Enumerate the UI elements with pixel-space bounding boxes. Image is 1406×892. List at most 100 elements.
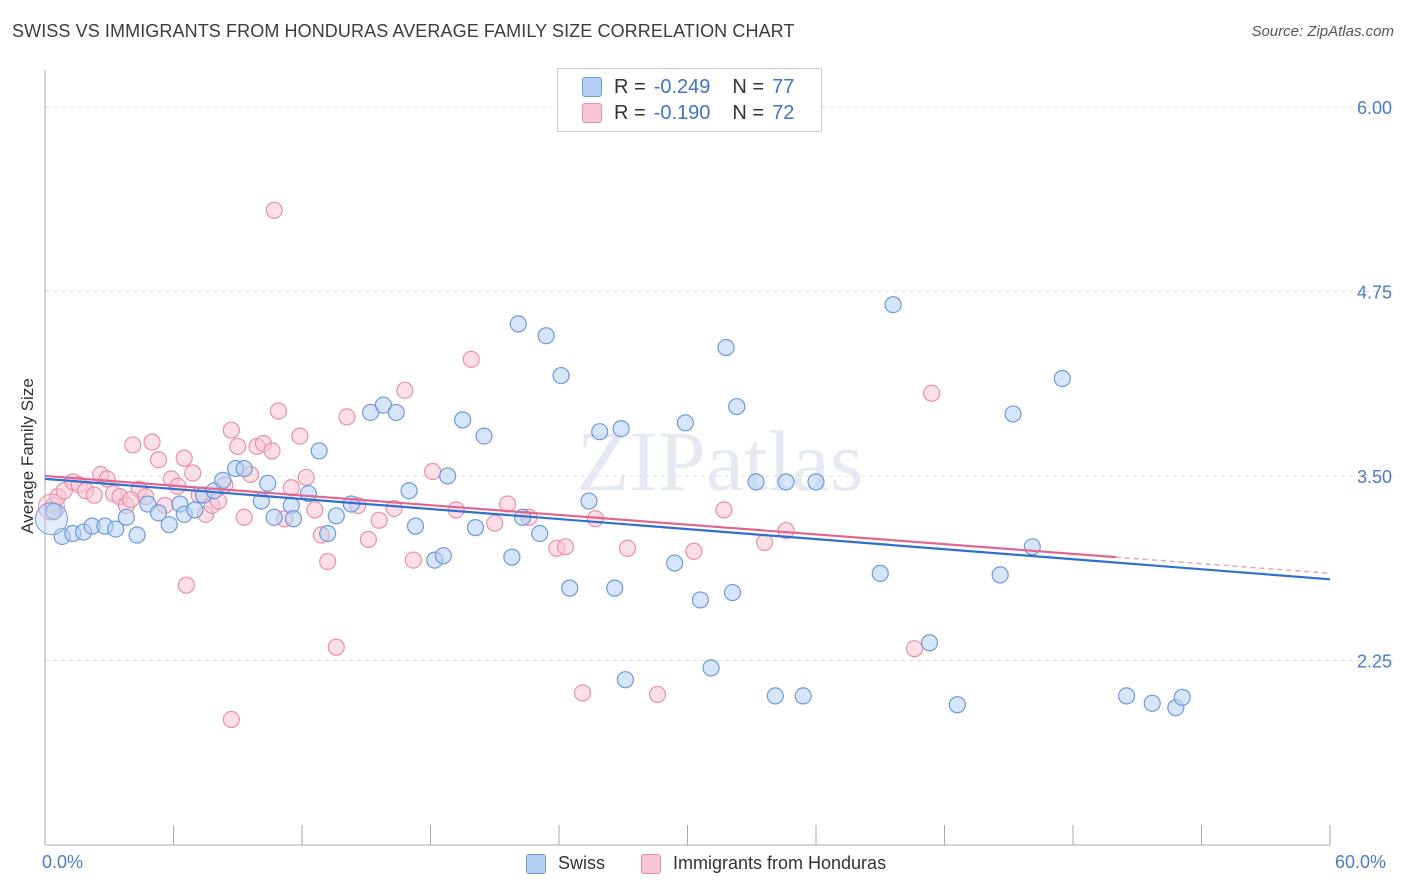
swiss-point [503,548,521,566]
honduras-point [222,710,240,729]
honduras-point [124,436,142,454]
honduras-point [319,552,337,571]
honduras-point [685,542,703,560]
y-tick-label: 3.50 [1357,467,1392,487]
honduras-point [755,533,774,551]
swiss-point [361,403,380,422]
honduras-point [573,684,592,702]
series-legend: Swiss Immigrants from Honduras [0,851,1406,879]
swiss-point [214,471,232,489]
honduras-point [122,490,140,509]
swiss-point [454,411,472,429]
swiss-point [1023,538,1041,556]
swiss-point [117,508,135,526]
honduras-point [715,501,733,519]
swiss-point [537,327,555,345]
legend-row-swiss: R = -0.249 N = 77 [582,75,816,99]
swiss-point [606,579,624,597]
honduras-point [291,427,309,445]
chart-title: SWISS VS IMMIGRANTS FROM HONDURAS AVERAG… [12,21,795,41]
swiss-point [128,526,146,544]
honduras-point [327,638,345,656]
series-honduras-points [37,201,941,729]
r-label: R = [614,101,646,124]
x-tick-label-max: 60.0% [1335,852,1387,872]
honduras-point [177,576,195,594]
honduras-point [359,530,377,549]
honduras-legend-swatch [641,853,661,874]
honduras-point [923,384,941,402]
swiss-point [387,403,405,422]
honduras-point [618,539,637,557]
swiss-point [374,396,392,414]
x-tick-label-min: 0.0% [42,852,84,872]
swiss-point [580,492,598,510]
honduras-point [85,486,103,504]
honduras-trend-line [44,474,1116,559]
y-tick-label: 4.75 [1357,282,1392,302]
swiss-point [531,524,549,543]
legend-label-honduras: Immigrants from Honduras [673,853,887,873]
honduras-point [306,501,324,519]
honduras-point [184,464,202,482]
swiss-point [1053,369,1071,388]
honduras-point [556,538,575,556]
swiss-point [319,524,337,543]
swiss-point [34,502,68,536]
swiss-point [149,504,168,522]
swiss-point [666,554,684,572]
r-value: -0.249 [653,75,711,98]
swiss-point [747,473,765,491]
y-tick-labels: 2.25 3.50 4.75 6.00 [1357,98,1392,672]
y-tick-label: 6.00 [1357,98,1392,118]
honduras-point [263,442,281,460]
trend-lines [44,474,1331,581]
n-label: N = [732,75,765,98]
swiss-point [728,397,746,416]
swiss-point [466,519,485,537]
swiss-point [920,634,939,652]
swiss-point [766,687,784,705]
y-tick-label: 2.25 [1357,651,1392,671]
honduras-point [370,511,388,529]
swiss-point [723,583,742,602]
honduras-point [338,408,356,426]
honduras-point [269,402,288,420]
swiss-point [475,427,493,445]
swiss-point [691,591,709,609]
swiss-point [1173,688,1191,706]
n-value: 72 [772,101,795,124]
n-label: N = [732,101,765,124]
swiss-point [702,659,720,677]
honduras-point [149,451,168,469]
honduras-point [486,514,504,532]
swiss-point [310,442,328,460]
grid-lines [45,106,1395,661]
honduras-point [143,433,161,451]
series-swiss-points [34,296,1191,717]
honduras-point [282,479,300,497]
swiss-point [160,516,178,534]
swiss-point [434,547,452,565]
honduras-point [175,449,193,467]
correlation-legend: R = -0.249 N = 77 R = -0.190 N = 72 [557,68,822,132]
swiss-point [509,315,527,333]
legend-row-honduras: R = -0.190 N = 72 [582,101,816,125]
swiss-legend-swatch [526,853,546,874]
swiss-point [777,473,795,491]
swiss-point [991,566,1009,584]
legend-item-honduras: Immigrants from Honduras [641,853,886,874]
honduras-point [396,381,414,399]
honduras-point [404,551,422,569]
swiss-point [612,420,630,438]
n-value: 77 [772,75,795,98]
swiss-swatch [582,77,602,97]
axes [44,70,1331,846]
swiss-point [400,482,418,500]
honduras-point [222,421,240,439]
honduras-point [385,499,403,518]
swiss-point [284,510,303,528]
swiss-point [616,671,634,689]
swiss-point [552,366,570,385]
